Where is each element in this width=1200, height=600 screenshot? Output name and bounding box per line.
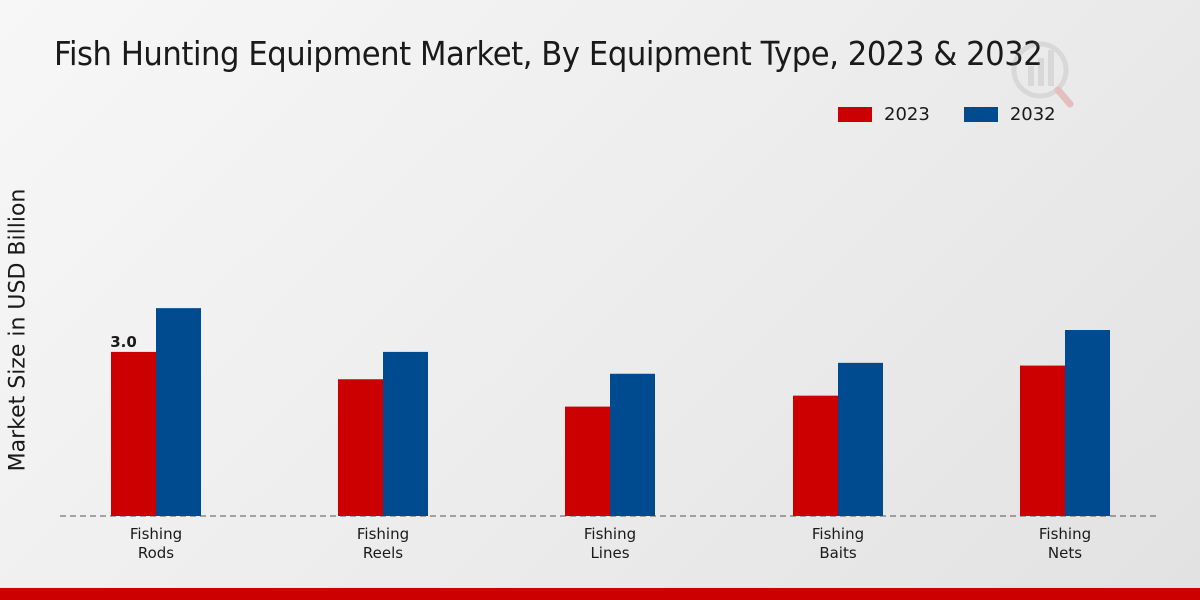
bar-2032-fishing-rods — [156, 308, 201, 516]
x-tick-label-fishing-baits: Fishing Baits — [812, 525, 864, 562]
legend: 2023 2032 — [838, 104, 1090, 125]
bar-2023-fishing-reels — [338, 379, 383, 516]
watermark-logo-icon — [1011, 41, 1074, 108]
legend-entry-2032: 2032 — [963, 104, 1056, 125]
x-tick-label-fishing-lines: Fishing Lines — [584, 525, 636, 562]
bar-2032-fishing-lines — [610, 373, 655, 516]
x-tick-label-fishing-nets: Fishing Nets — [1039, 525, 1091, 562]
legend-swatch-2023 — [838, 107, 872, 122]
legend-swatch-2032 — [963, 107, 998, 122]
bottom-accent-bar — [0, 588, 1200, 600]
legend-entry-2023: 2023 — [838, 104, 930, 125]
bar-2032-fishing-nets — [1065, 330, 1110, 516]
bar-2023-fishing-nets — [1020, 365, 1065, 516]
chart-title: Fish Hunting Equipment Market, By Equipm… — [54, 34, 1043, 73]
bar-2023-fishing-baits — [793, 395, 838, 516]
bar-2023-fishing-rods — [111, 351, 156, 516]
legend-label-2032: 2032 — [1009, 104, 1056, 125]
bar-2032-fishing-reels — [383, 351, 428, 516]
x-tick-label-fishing-reels: Fishing Reels — [357, 525, 409, 562]
x-tick-label-fishing-rods: Fishing Rods — [130, 525, 182, 562]
bar-2032-fishing-baits — [838, 362, 883, 516]
legend-label-2023: 2023 — [884, 104, 930, 125]
data-label-2023-0: 3.0 — [110, 333, 137, 351]
bar-2023-fishing-lines — [565, 406, 610, 516]
